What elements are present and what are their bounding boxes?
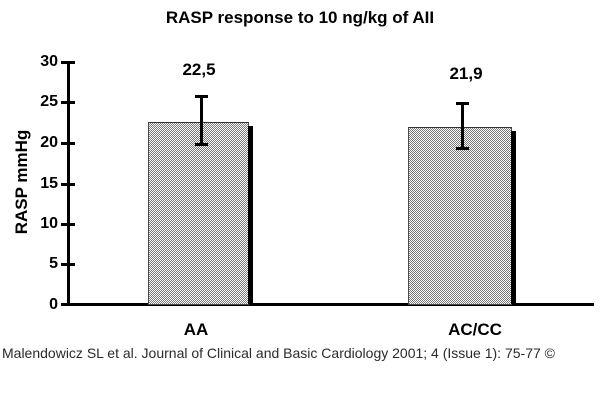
bar-aa <box>148 122 253 305</box>
category-label-aa: AA <box>183 320 209 339</box>
error-bar-aa-line <box>200 96 203 146</box>
error-bar-accc-line <box>461 103 464 150</box>
y-tick-label: 20 <box>40 134 58 151</box>
citation-text: Malendowicz SL et al. Journal of Clinica… <box>2 345 555 361</box>
y-tick-label: 25 <box>40 93 58 110</box>
error-bar-aa-cap-top <box>195 95 208 98</box>
y-tick-label: 30 <box>40 53 58 70</box>
bar-value-label: 21,9 <box>449 64 483 83</box>
y-tick-15 <box>61 183 75 186</box>
y-tick-0 <box>61 303 75 306</box>
y-tick-10 <box>61 223 75 226</box>
x-axis-baseline <box>67 303 594 306</box>
error-bar-accc-cap-top <box>456 102 469 105</box>
y-tick-20 <box>61 142 75 145</box>
y-tick-25 <box>61 101 75 104</box>
category-label-accc: AC/CC <box>448 320 502 339</box>
bar-value-label: 22,5 <box>182 60 216 79</box>
y-tick-5 <box>61 263 75 266</box>
y-tick-label: 5 <box>49 255 58 272</box>
y-tick-30 <box>61 61 75 64</box>
y-tick-label: 0 <box>49 296 58 313</box>
y-tick-label: 10 <box>40 215 58 232</box>
chart-title: RASP response to 10 ng/kg of AII <box>165 8 435 27</box>
y-tick-label: 15 <box>40 175 58 192</box>
error-bar-accc-cap-bottom <box>456 147 469 150</box>
bar-accc <box>408 127 516 305</box>
error-bar-aa-cap-bottom <box>195 143 208 146</box>
